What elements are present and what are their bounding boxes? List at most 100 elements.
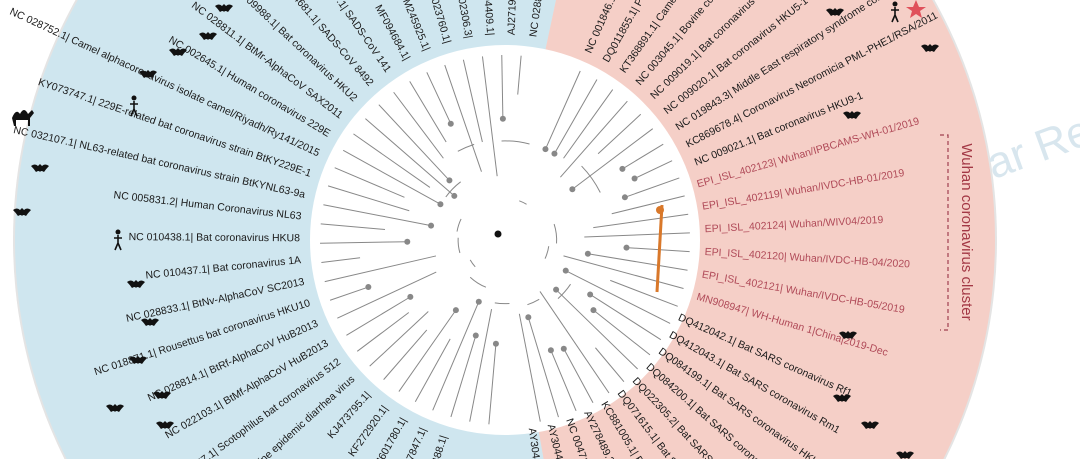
branch <box>462 59 483 143</box>
node <box>404 238 411 245</box>
branch <box>320 223 386 230</box>
branch <box>383 329 428 380</box>
node <box>446 177 453 184</box>
branch <box>414 338 451 403</box>
bat-icon <box>921 44 939 52</box>
branch <box>324 255 437 283</box>
bat-icon <box>139 70 157 78</box>
human-icon <box>891 7 899 23</box>
branch <box>398 309 457 392</box>
human-icon <box>131 95 137 101</box>
branch <box>597 113 642 155</box>
branch <box>501 55 504 119</box>
node <box>621 194 628 201</box>
node <box>525 314 532 321</box>
branch <box>554 79 598 154</box>
branch <box>342 149 441 205</box>
branch-arc <box>494 302 510 305</box>
leaf-label: NC 010438.1| Bat coronavirus HKU8 <box>129 231 301 244</box>
branch <box>518 313 541 422</box>
bat-icon <box>843 111 861 119</box>
branch <box>634 160 673 179</box>
tree <box>320 55 690 425</box>
cluster-bracket <box>940 134 949 331</box>
branch <box>469 309 493 422</box>
camel-icon <box>12 110 34 126</box>
branch <box>369 311 429 367</box>
branch-arc <box>457 237 461 254</box>
cluster-bar <box>655 204 664 293</box>
node <box>551 150 558 157</box>
branch-arc <box>501 140 530 145</box>
bat-icon <box>839 331 857 339</box>
branch <box>550 350 577 411</box>
cluster-node <box>656 206 664 214</box>
branch <box>334 167 405 198</box>
node <box>452 307 459 314</box>
bat-icon <box>106 404 124 412</box>
bat-icon <box>141 318 159 326</box>
node <box>428 222 435 229</box>
node <box>547 347 554 354</box>
bat-icon <box>129 356 147 364</box>
bat-icon <box>833 394 851 402</box>
branch-arc <box>445 181 461 198</box>
bat-icon <box>156 421 174 429</box>
bat-icon <box>31 164 49 172</box>
bat-icon <box>13 208 31 216</box>
inner-circle <box>310 45 700 435</box>
node <box>365 284 372 291</box>
node <box>584 250 591 257</box>
bat-icon <box>861 421 879 429</box>
branch <box>444 64 482 172</box>
bat-icon <box>896 451 914 459</box>
branch <box>450 335 477 418</box>
node <box>587 291 594 298</box>
node <box>492 340 499 347</box>
node <box>619 165 626 172</box>
branch <box>611 195 685 215</box>
icons <box>12 1 939 459</box>
branch <box>610 279 678 307</box>
node <box>451 192 458 199</box>
branch-arc <box>581 165 601 193</box>
branch <box>555 289 638 370</box>
node <box>631 175 638 182</box>
branch <box>527 317 559 418</box>
branch <box>356 312 410 352</box>
branch-arc <box>469 276 487 288</box>
branch <box>565 270 671 324</box>
node <box>437 201 444 208</box>
branch-arc <box>553 223 558 244</box>
star-icon <box>906 0 926 18</box>
bat-icon <box>215 4 233 12</box>
human-icon <box>892 1 898 7</box>
node <box>472 332 479 339</box>
branch <box>365 118 455 197</box>
branch <box>409 81 447 143</box>
node <box>553 286 560 293</box>
branch <box>587 253 688 271</box>
branch-arc <box>457 143 475 152</box>
bat-icon <box>826 8 844 16</box>
branch <box>589 294 662 341</box>
branch <box>488 343 497 425</box>
node <box>475 298 482 305</box>
cluster-label: Wuhan coronavirus cluster <box>958 143 975 320</box>
node <box>560 345 567 352</box>
bat-icon <box>169 48 187 56</box>
branch <box>563 89 614 159</box>
human-icon <box>115 229 121 235</box>
node <box>407 293 414 300</box>
branch <box>563 255 684 289</box>
branch <box>346 296 411 336</box>
branch <box>584 232 690 238</box>
sectors <box>13 0 997 459</box>
root <box>494 230 502 238</box>
node <box>590 307 597 314</box>
branch <box>563 348 594 403</box>
branch <box>337 271 437 319</box>
bat-icon <box>153 391 171 399</box>
node <box>499 115 506 122</box>
